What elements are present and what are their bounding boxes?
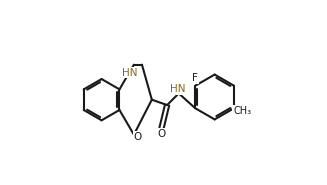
Text: O: O bbox=[158, 129, 166, 139]
Text: HN: HN bbox=[122, 68, 138, 78]
Text: CH₃: CH₃ bbox=[233, 106, 251, 116]
Text: O: O bbox=[134, 132, 142, 142]
Text: F: F bbox=[192, 73, 198, 83]
Text: HN: HN bbox=[170, 84, 186, 94]
